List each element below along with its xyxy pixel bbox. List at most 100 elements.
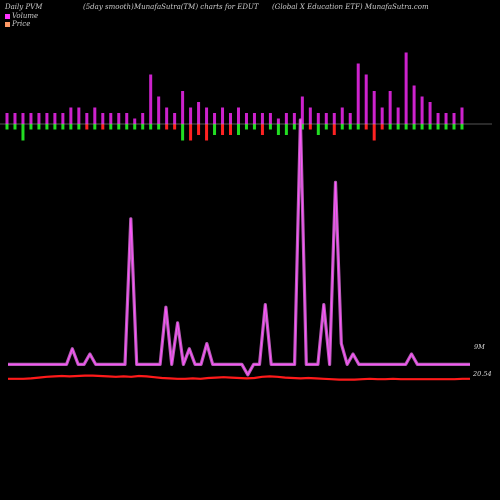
legend-label-price: Price <box>12 20 31 28</box>
volume-bar-up <box>404 52 408 124</box>
volume-bar-up <box>197 102 201 124</box>
volume-bar-up <box>396 107 400 124</box>
volume-bar-up <box>356 63 360 124</box>
volume-bar-down <box>157 124 161 130</box>
volume-bar-up <box>276 118 280 124</box>
volume-bar-down <box>444 124 448 130</box>
volume-bar-down <box>236 124 240 135</box>
price-line <box>8 374 470 381</box>
volume-bar-down <box>181 124 185 141</box>
chart-source: (Global X Education ETF) MunafaSutra.com <box>272 3 429 11</box>
volume-line-glow <box>8 118 470 377</box>
volume-bar-up <box>109 113 113 124</box>
chart-header-smooth: (5day smooth) <box>83 3 134 11</box>
volume-bar-down <box>244 124 248 130</box>
volume-bar-up <box>181 91 185 124</box>
volume-bar-down <box>117 124 121 130</box>
volume-bar-up <box>340 107 344 124</box>
volume-bar-up <box>364 74 368 124</box>
volume-bar-down <box>284 124 288 135</box>
volume-bar-up <box>205 107 209 124</box>
volume-bar-up <box>221 107 225 124</box>
volume-bar-up <box>77 107 81 124</box>
volume-bar-up <box>444 113 448 124</box>
volume-bar-down <box>300 124 304 130</box>
price-axis-label: 20.54 <box>473 370 492 378</box>
volume-bar-down <box>205 124 209 141</box>
volume-bar-down <box>364 124 368 130</box>
volume-bar-up <box>332 113 336 124</box>
volume-bar-up <box>157 96 161 124</box>
volume-line <box>8 119 470 376</box>
volume-bar-up <box>428 102 432 124</box>
volume-bar-up <box>141 113 145 124</box>
volume-bar-up <box>189 107 193 124</box>
volume-bar-up <box>125 113 129 124</box>
volume-bar-down <box>308 124 312 130</box>
volume-bar-up <box>372 91 376 124</box>
volume-bar-down <box>324 124 328 130</box>
volume-bar-up <box>173 113 177 124</box>
volume-bar-up <box>284 113 288 124</box>
volume-bar-down <box>69 124 73 130</box>
volume-bar-up <box>165 107 169 124</box>
volume-bar-up <box>236 107 240 124</box>
volume-bar-down <box>276 124 280 135</box>
volume-bar-down <box>420 124 424 130</box>
volume-bar-up <box>436 113 440 124</box>
volume-bar-down <box>340 124 344 130</box>
volume-bar-up <box>45 113 49 124</box>
volume-bar-down <box>165 124 169 130</box>
volume-bar-up <box>21 113 25 124</box>
volume-bar-up <box>420 96 424 124</box>
volume-bar-down <box>213 124 217 135</box>
volume-bar-up <box>37 113 41 124</box>
volume-bar-down <box>149 124 153 130</box>
volume-bar-up <box>13 113 17 124</box>
volume-bar-down <box>356 124 360 130</box>
volume-bar-down <box>268 124 272 130</box>
volume-bar-down <box>53 124 57 130</box>
volume-bar-down <box>428 124 432 130</box>
volume-bar-up <box>252 113 256 124</box>
volume-bar-down <box>388 124 392 130</box>
volume-bar-down <box>436 124 440 130</box>
volume-bar-down <box>348 124 352 130</box>
volume-bar-up <box>260 113 264 124</box>
volume-bar-down <box>13 124 17 130</box>
legend-item-price: Price <box>5 20 30 28</box>
volume-axis-label: 9M <box>474 343 485 351</box>
volume-bar-up <box>316 113 320 124</box>
volume-bar-down <box>260 124 264 135</box>
volume-bar-up <box>133 118 137 124</box>
legend-swatch-volume <box>5 13 10 19</box>
volume-bar-up <box>61 113 65 124</box>
legend-swatch-price <box>5 21 10 27</box>
chart-header-left: Daily PVM <box>5 3 43 11</box>
volume-bar-up <box>53 113 57 124</box>
chart-title: MunafaSutra(TM) charts for EDUT <box>134 3 259 11</box>
volume-bar-up <box>229 113 233 124</box>
volume-bar-up <box>380 107 384 124</box>
volume-bar-up <box>300 96 304 124</box>
volume-bar-up <box>85 113 89 124</box>
volume-bar-up <box>412 85 416 124</box>
volume-bar-up <box>324 113 328 124</box>
volume-bar-down <box>252 124 256 130</box>
volume-bar-down <box>37 124 41 130</box>
volume-bar-up <box>149 74 153 124</box>
volume-bar-down <box>460 124 464 130</box>
volume-bar-down <box>372 124 376 141</box>
volume-bar-down <box>85 124 89 130</box>
volume-bar-down <box>93 124 97 130</box>
volume-bar-down <box>332 124 336 135</box>
volume-bar-down <box>316 124 320 135</box>
volume-bar-down <box>404 124 408 130</box>
volume-bar-down <box>77 124 81 130</box>
volume-bar-up <box>244 113 248 124</box>
volume-bar-up <box>268 113 272 124</box>
volume-bar-down <box>133 124 137 130</box>
volume-bar-down <box>292 124 296 130</box>
volume-bar-down <box>45 124 49 130</box>
